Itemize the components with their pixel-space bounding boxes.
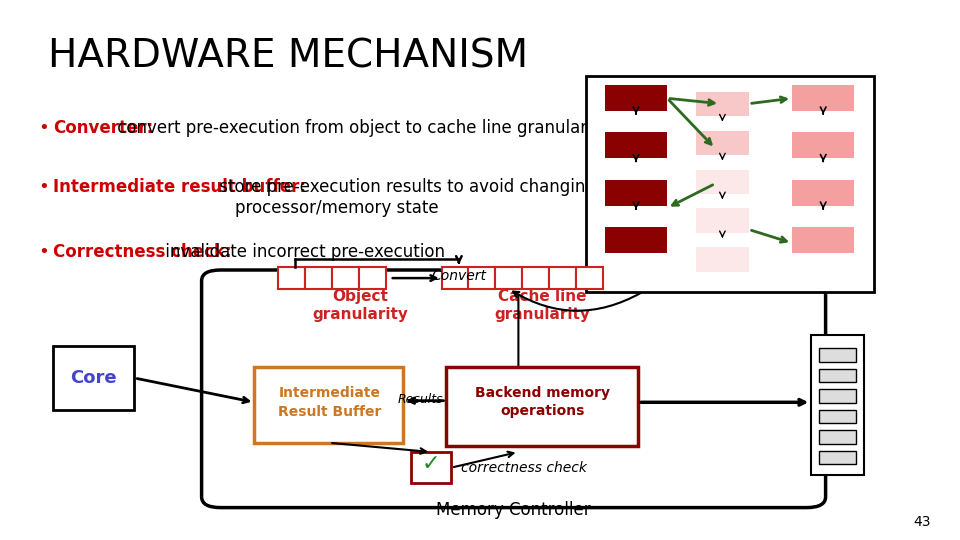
- FancyBboxPatch shape: [332, 267, 359, 289]
- Text: HARDWARE MECHANISM: HARDWARE MECHANISM: [48, 38, 528, 76]
- FancyBboxPatch shape: [696, 208, 749, 233]
- Text: •: •: [38, 119, 49, 137]
- FancyBboxPatch shape: [549, 267, 576, 289]
- Text: convert pre-execution from object to cache line granularity: convert pre-execution from object to cac…: [112, 119, 609, 137]
- FancyBboxPatch shape: [819, 430, 856, 444]
- FancyBboxPatch shape: [819, 369, 856, 382]
- Text: Intermediate
Result Buffer: Intermediate Result Buffer: [277, 386, 381, 418]
- FancyBboxPatch shape: [576, 267, 603, 289]
- FancyBboxPatch shape: [819, 410, 856, 423]
- Text: Memory Controller: Memory Controller: [436, 501, 591, 519]
- FancyBboxPatch shape: [696, 92, 749, 116]
- Text: Cache line
granularity: Cache line granularity: [494, 289, 590, 322]
- FancyBboxPatch shape: [792, 85, 854, 111]
- FancyBboxPatch shape: [202, 270, 826, 508]
- FancyBboxPatch shape: [819, 389, 856, 403]
- FancyBboxPatch shape: [819, 451, 856, 464]
- FancyBboxPatch shape: [605, 132, 667, 158]
- FancyBboxPatch shape: [522, 267, 549, 289]
- Text: ✓: ✓: [421, 454, 441, 475]
- FancyBboxPatch shape: [446, 367, 638, 446]
- FancyBboxPatch shape: [696, 170, 749, 194]
- Text: Results: Results: [397, 393, 444, 406]
- FancyBboxPatch shape: [696, 131, 749, 155]
- Text: Backend memory
operations: Backend memory operations: [475, 386, 610, 418]
- Text: invalidate incorrect pre-execution: invalidate incorrect pre-execution: [160, 243, 444, 261]
- FancyBboxPatch shape: [278, 267, 305, 289]
- FancyBboxPatch shape: [605, 85, 667, 111]
- Text: Converter:: Converter:: [53, 119, 153, 137]
- Text: Core: Core: [70, 369, 116, 387]
- Text: 43: 43: [914, 515, 931, 529]
- FancyBboxPatch shape: [359, 267, 386, 289]
- FancyBboxPatch shape: [819, 348, 856, 362]
- Text: store pre-execution results to avoid changing
    processor/memory state: store pre-execution results to avoid cha…: [213, 178, 595, 217]
- FancyBboxPatch shape: [696, 247, 749, 272]
- FancyBboxPatch shape: [792, 227, 854, 253]
- FancyBboxPatch shape: [495, 267, 522, 289]
- FancyBboxPatch shape: [254, 367, 403, 443]
- FancyBboxPatch shape: [792, 132, 854, 158]
- FancyBboxPatch shape: [792, 180, 854, 206]
- FancyBboxPatch shape: [811, 335, 864, 475]
- Text: Correctness check:: Correctness check:: [53, 243, 231, 261]
- FancyBboxPatch shape: [411, 452, 451, 483]
- FancyBboxPatch shape: [605, 180, 667, 206]
- Text: •: •: [38, 243, 49, 261]
- FancyBboxPatch shape: [586, 76, 874, 292]
- Text: •: •: [38, 178, 49, 196]
- Text: Object
granularity: Object granularity: [312, 289, 408, 322]
- Text: Intermediate result buffer:: Intermediate result buffer:: [53, 178, 306, 196]
- FancyBboxPatch shape: [53, 346, 134, 410]
- Text: Convert: Convert: [431, 269, 487, 284]
- FancyBboxPatch shape: [305, 267, 332, 289]
- FancyBboxPatch shape: [442, 267, 468, 289]
- FancyBboxPatch shape: [605, 227, 667, 253]
- FancyBboxPatch shape: [468, 267, 495, 289]
- Text: correctness check: correctness check: [461, 461, 587, 475]
